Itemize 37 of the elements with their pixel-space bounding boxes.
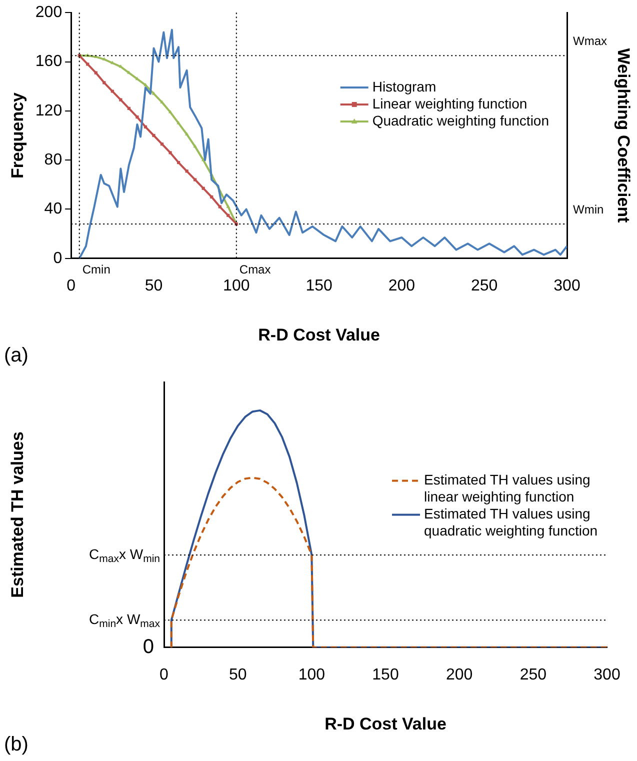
ref-line-label: Cmin bbox=[82, 262, 110, 277]
legend-label: Quadratic weighting function bbox=[372, 112, 550, 128]
x-tick-label: 250 bbox=[520, 666, 547, 684]
ref-line-label: Wmax bbox=[573, 34, 607, 48]
legend-label: Linear weighting function bbox=[372, 95, 528, 112]
text: (b) bbox=[4, 734, 28, 756]
ref-line-label: Wmin bbox=[573, 202, 604, 216]
x-tick-label: 50 bbox=[144, 277, 163, 294]
x-tick-label: 200 bbox=[446, 666, 473, 684]
y-axis-title: Frequency bbox=[8, 92, 27, 178]
x-tick-label: 300 bbox=[554, 277, 580, 294]
ref-line-label: Cmax bbox=[239, 262, 271, 277]
x-axis-title: R-D Cost Value bbox=[324, 714, 446, 734]
y-tick-label: 160 bbox=[35, 53, 62, 70]
legend-label: Estimated TH values using quadratic weighting function bbox=[424, 506, 598, 539]
x-tick-label: 100 bbox=[298, 666, 326, 684]
x-axis-title: R-D Cost Value bbox=[258, 325, 380, 344]
text: (a) bbox=[4, 344, 28, 367]
x-tick-label: 200 bbox=[388, 277, 416, 294]
x-tick-label: 100 bbox=[223, 277, 250, 294]
legend-label: Estimated TH values using linear weighting function bbox=[424, 472, 590, 505]
x-tick-label: 50 bbox=[228, 666, 247, 684]
x-tick-label: 0 bbox=[66, 277, 76, 294]
y-tick-label: 120 bbox=[35, 102, 62, 120]
x-tick-label: 0 bbox=[160, 666, 169, 684]
x-tick-label: 300 bbox=[594, 666, 620, 684]
y-tick-label: 0 bbox=[53, 250, 62, 267]
y-axis-title: Estimated TH values bbox=[8, 432, 27, 598]
x-tick-label: 250 bbox=[471, 277, 498, 294]
x-tick-label: 150 bbox=[372, 666, 399, 684]
x-tick-label: 150 bbox=[306, 277, 332, 294]
y2-axis-title: Weighting Coefficient bbox=[614, 48, 634, 224]
text: 0 bbox=[142, 636, 154, 658]
legend-label: Histogram bbox=[372, 78, 436, 94]
y-tick-label: 200 bbox=[35, 4, 62, 22]
y-tick-label: 80 bbox=[44, 151, 62, 168]
y-tick-label: 40 bbox=[44, 200, 62, 218]
